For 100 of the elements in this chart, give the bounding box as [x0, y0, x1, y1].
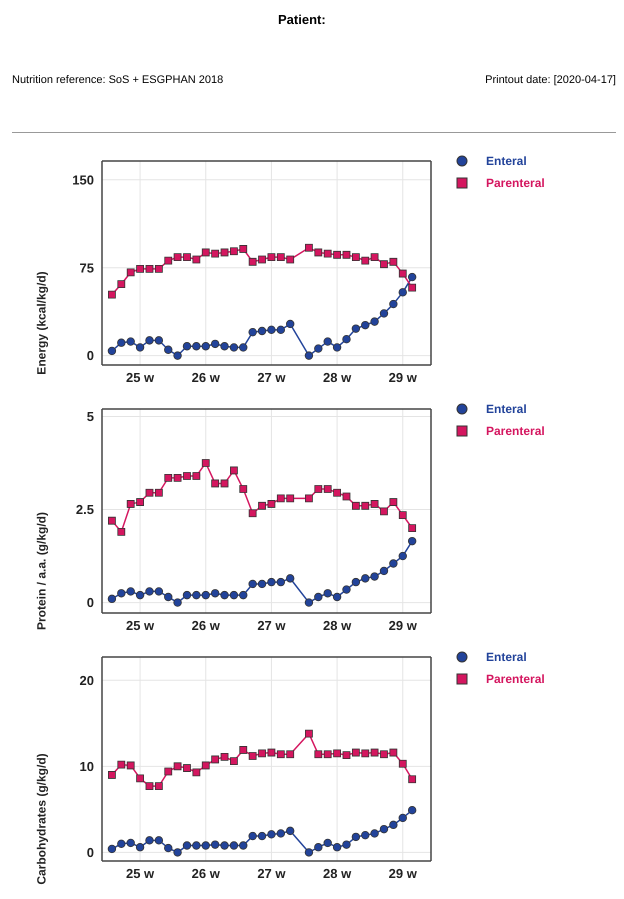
point	[108, 594, 116, 604]
point	[258, 832, 266, 840]
point	[398, 814, 407, 822]
point	[117, 528, 126, 536]
point	[361, 750, 370, 758]
point	[276, 326, 286, 334]
point	[267, 326, 276, 334]
point	[267, 578, 276, 586]
point	[398, 270, 407, 278]
point	[182, 590, 192, 600]
point	[408, 775, 416, 784]
point	[183, 472, 191, 480]
point	[333, 488, 341, 497]
point	[268, 253, 276, 262]
point	[136, 843, 144, 852]
legend-label: Enteral	[486, 650, 527, 664]
point	[146, 488, 154, 497]
point	[276, 494, 285, 502]
point	[286, 750, 294, 758]
point	[220, 480, 228, 488]
point	[164, 256, 172, 265]
point	[210, 340, 220, 348]
point	[389, 559, 398, 568]
point	[117, 840, 126, 848]
point	[248, 752, 257, 760]
point	[389, 748, 398, 756]
point	[173, 598, 182, 607]
y-tick-label: 0	[86, 348, 94, 364]
point	[352, 832, 360, 842]
point	[174, 762, 182, 770]
y-axis-title: Carbohydrates (g/kg/d)	[34, 753, 48, 885]
point	[389, 258, 398, 266]
legend-label: Enteral	[486, 154, 527, 168]
point	[408, 272, 416, 282]
point	[192, 768, 200, 776]
x-tick-label: 27 w	[257, 618, 286, 634]
point	[211, 250, 220, 258]
point	[305, 730, 313, 738]
point	[192, 472, 200, 480]
point	[370, 317, 379, 326]
point	[145, 336, 154, 345]
point	[352, 502, 360, 510]
point	[352, 748, 360, 756]
y-axis-title: Protein / a.a. (g/kg/d)	[34, 512, 48, 630]
point	[117, 338, 126, 347]
x-tick-label: 28 w	[323, 370, 352, 386]
point	[108, 771, 116, 779]
point	[324, 589, 332, 598]
point	[370, 572, 379, 581]
point	[182, 841, 192, 850]
point	[230, 841, 238, 850]
point	[220, 248, 228, 256]
point	[126, 337, 135, 346]
point	[370, 500, 378, 508]
point	[342, 840, 351, 849]
point	[126, 500, 135, 508]
point	[239, 590, 248, 600]
point	[108, 290, 116, 299]
point	[324, 750, 332, 758]
point	[380, 750, 388, 758]
point	[258, 580, 266, 588]
point	[380, 566, 388, 576]
point	[174, 474, 182, 482]
point	[192, 256, 200, 264]
point	[305, 494, 313, 502]
point	[239, 746, 248, 754]
point	[305, 244, 313, 252]
point	[164, 474, 172, 482]
point	[154, 488, 163, 497]
point	[202, 841, 210, 850]
point	[154, 782, 163, 790]
point	[108, 844, 116, 854]
y-tick-label: 75	[80, 260, 94, 276]
point	[352, 253, 360, 262]
point	[324, 485, 332, 493]
legend-label: Parenteral	[486, 176, 545, 190]
point	[408, 284, 416, 292]
point	[380, 309, 388, 318]
point	[314, 248, 322, 256]
x-tick-label: 26 w	[192, 618, 221, 634]
point	[361, 830, 370, 840]
point	[342, 335, 351, 344]
point	[324, 337, 332, 346]
point	[258, 256, 266, 264]
point	[154, 836, 164, 845]
point	[380, 507, 388, 516]
point	[183, 253, 191, 262]
point	[324, 250, 332, 258]
x-tick-label: 29 w	[388, 618, 418, 634]
point	[361, 502, 370, 510]
legend-label: Parenteral	[486, 672, 545, 686]
point	[342, 492, 350, 500]
point	[136, 590, 144, 600]
point	[210, 589, 220, 598]
point	[314, 344, 323, 353]
point	[202, 342, 210, 350]
point	[211, 480, 220, 488]
point	[117, 280, 126, 288]
x-tick-label: 28 w	[323, 618, 352, 634]
point	[117, 760, 126, 768]
